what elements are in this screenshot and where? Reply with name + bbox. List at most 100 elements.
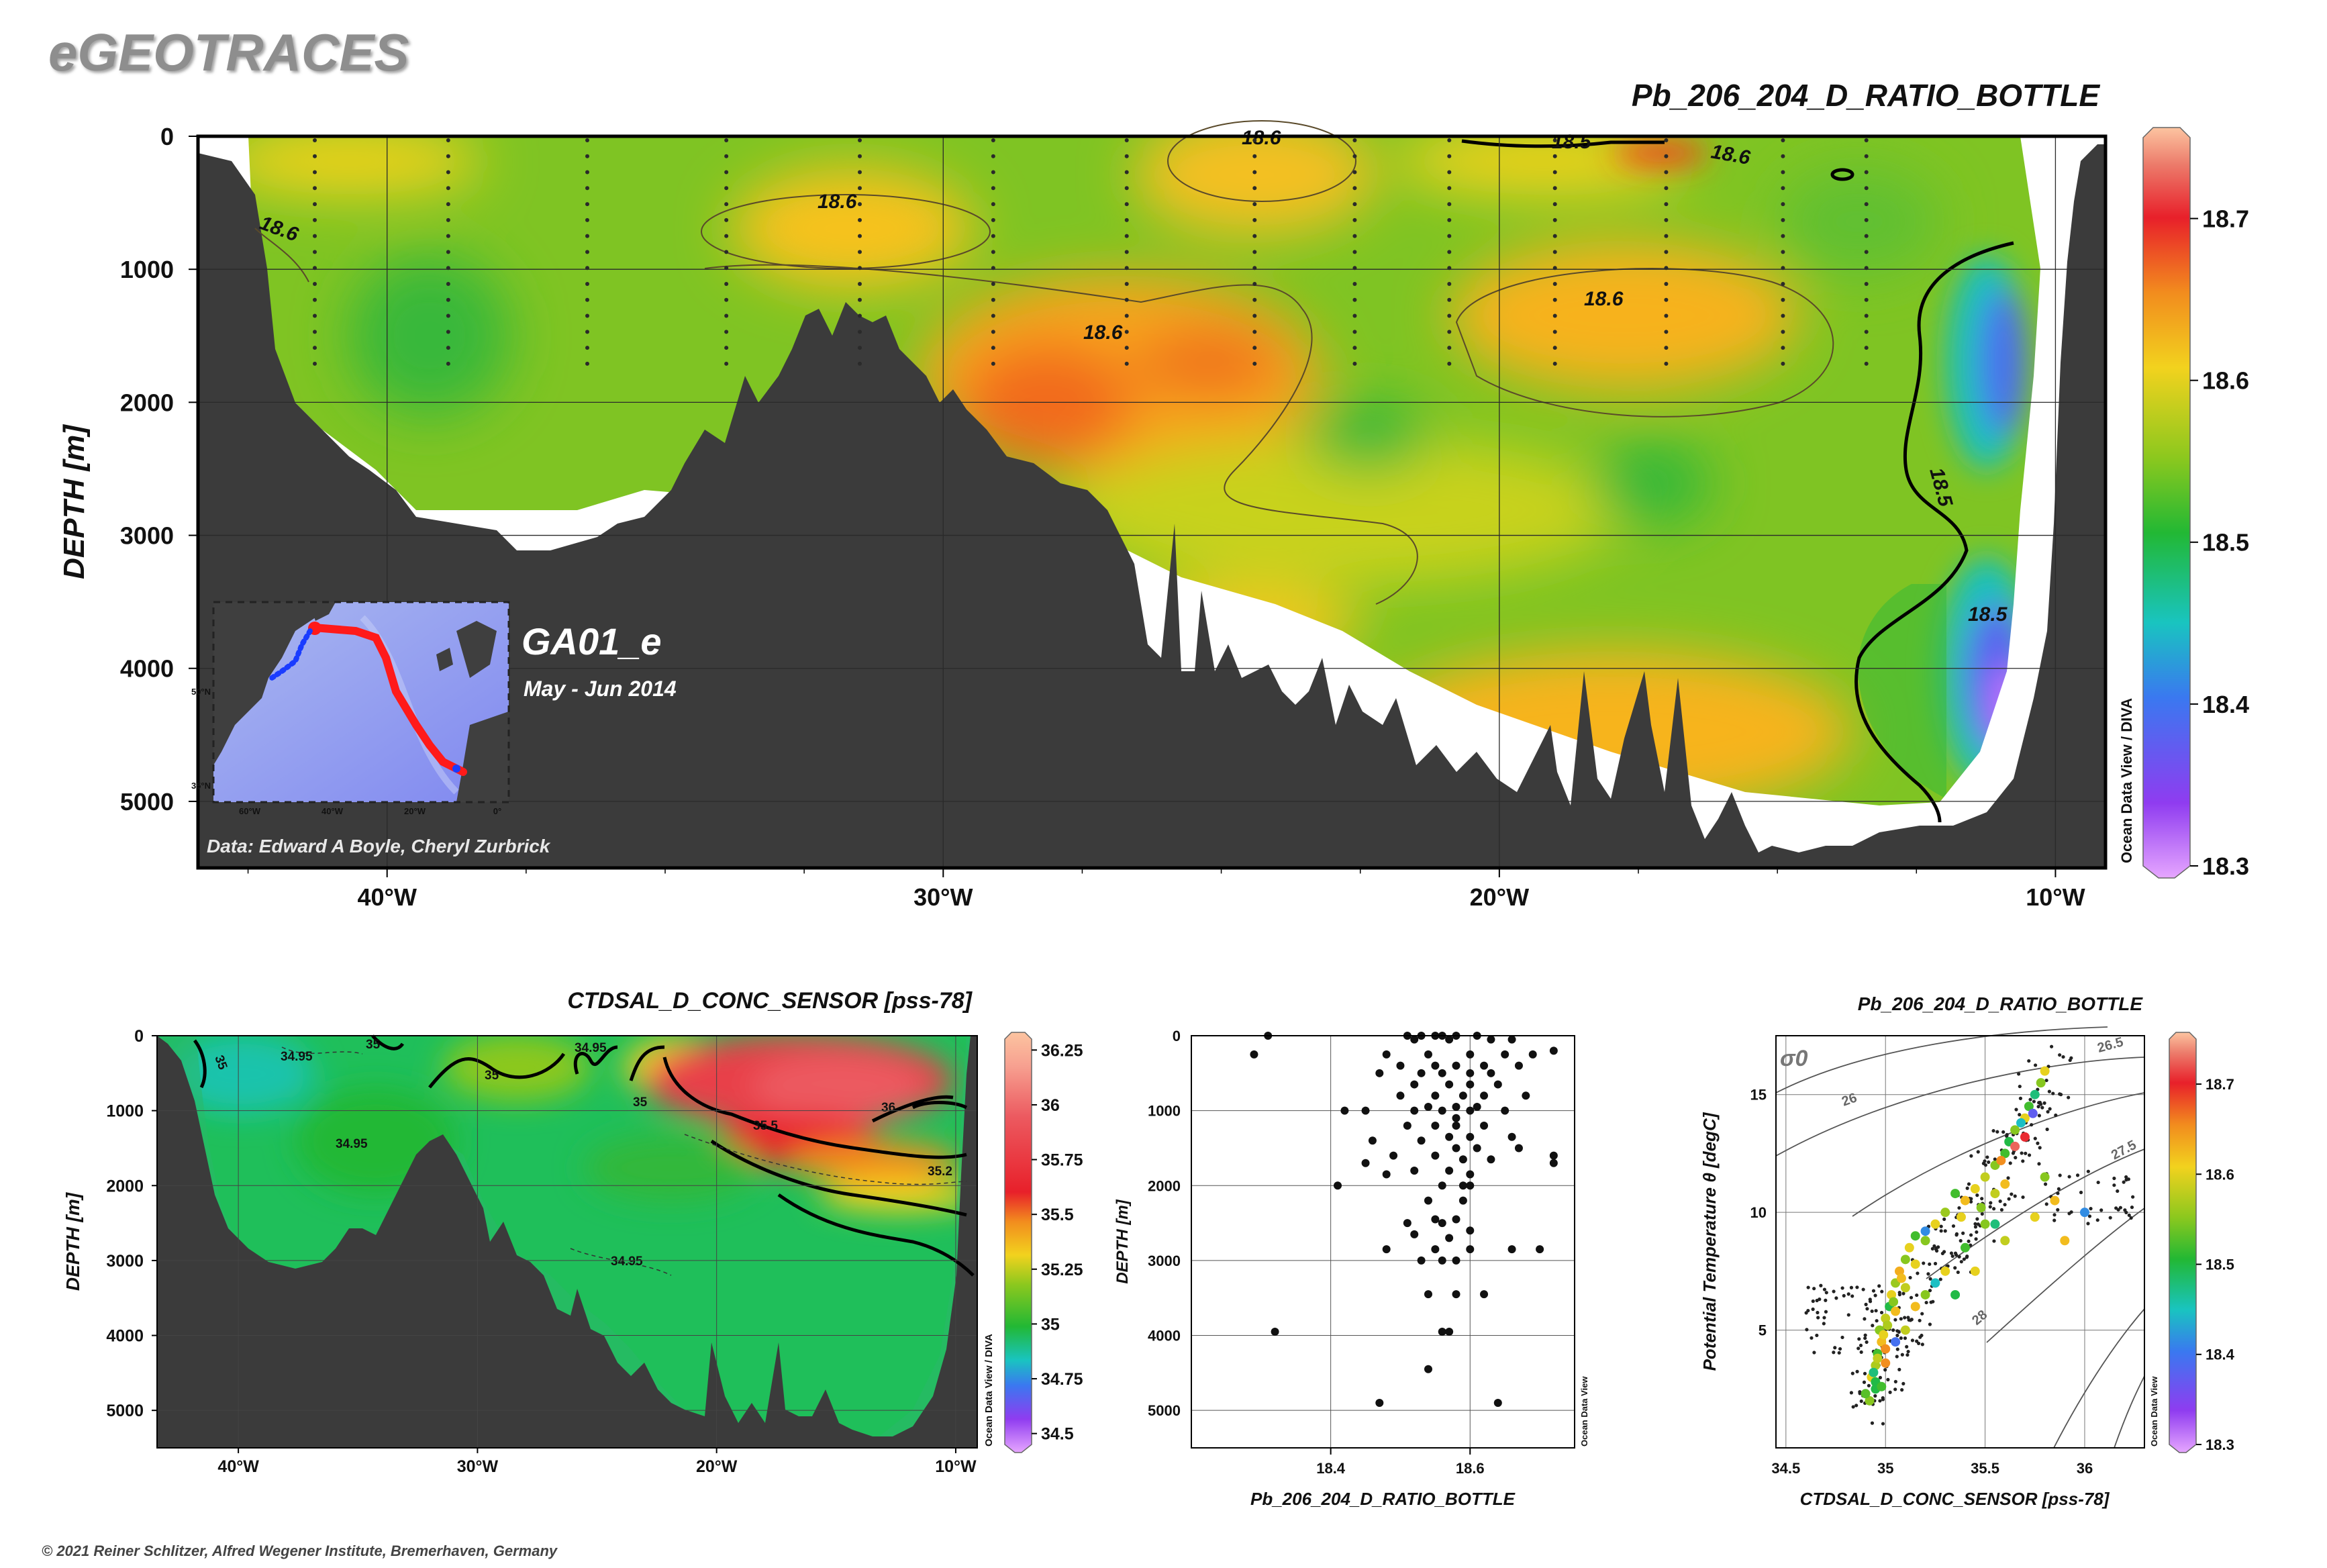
station-sample-dot: [1552, 313, 1557, 318]
station-sample-dot: [1352, 361, 1357, 366]
profile-point: [1452, 1121, 1460, 1130]
ts-background-dot: [1861, 1287, 1865, 1291]
ts-background-dot: [2037, 1101, 2041, 1105]
station-sample-dot: [724, 234, 729, 238]
ts-background-dot: [1832, 1289, 1836, 1293]
station-sample-dot: [1552, 346, 1557, 350]
ts-background-dot: [1838, 1346, 1842, 1351]
x-tick-label: 34.5: [1771, 1460, 1800, 1477]
station-sample-dot: [991, 313, 995, 318]
sal-contour-labels: 34.95 34.95 35 35 35 35.5 36 35.2 34.95 …: [211, 1038, 952, 1269]
ts-background-dot: [1918, 1335, 1922, 1339]
ts-background-dot: [1822, 1287, 1827, 1291]
ts-point: [1881, 1344, 1891, 1354]
ts-background-dot: [1954, 1233, 1959, 1237]
ts-title: Pb_206_204_D_RATIO_BOTTLE: [1858, 993, 2144, 1014]
svg-text:50°N: 50°N: [191, 687, 211, 697]
profile-y-label: DEPTH [m]: [1113, 1199, 1132, 1283]
main-contour-labels: 18.6 18.6 18.6 18.6 18.6 18.5 18.6 18.5 …: [257, 127, 2008, 626]
ts-background-dot: [2006, 1176, 2010, 1180]
ts-background-dot: [1815, 1333, 1819, 1338]
ts-background-dot: [2049, 1044, 2054, 1048]
ts-point: [1980, 1172, 1990, 1182]
y-tick-label: 5000: [120, 788, 174, 816]
ts-background-dot: [2037, 1114, 2041, 1118]
station-sample-dot: [313, 250, 317, 254]
copyright: © 2021 Reiner Schlitzer, Alfred Wegener …: [42, 1542, 558, 1559]
station-sample-dot: [585, 361, 589, 366]
ts-background-dot: [1895, 1347, 1899, 1351]
station-sample-dot: [1664, 186, 1669, 191]
ts-background-dot: [1850, 1294, 1854, 1298]
profile-point: [1507, 1132, 1516, 1141]
station-sample-dot: [1252, 170, 1257, 175]
ts-background-dot: [1899, 1336, 1903, 1340]
ts-point: [1900, 1325, 1910, 1335]
profile-point: [1410, 1230, 1419, 1238]
station-sample-dot: [585, 313, 589, 318]
ts-point: [1930, 1219, 1940, 1229]
ts-background-dot: [2037, 1162, 2041, 1166]
ts-background-dot: [1906, 1349, 1910, 1354]
ts-point: [1970, 1184, 1980, 1194]
station-sample-dot: [724, 281, 729, 286]
ts-background-dot: [1846, 1292, 1850, 1296]
ts-point: [1960, 1242, 1970, 1253]
ts-background-dot: [2036, 1141, 2040, 1145]
profile-point: [1368, 1136, 1377, 1145]
profile-point: [1452, 1290, 1460, 1299]
ts-background-dot: [1969, 1199, 1973, 1204]
ts-background-dot: [2108, 1216, 2112, 1220]
station-sample-dot: [446, 170, 450, 175]
svg-text:60°W: 60°W: [239, 806, 261, 816]
x-tick-label: 18.6: [1456, 1460, 1485, 1477]
ts-background-dot: [2043, 1182, 2048, 1186]
station-sample-dot: [724, 330, 729, 334]
ts-background-dot: [2008, 1161, 2012, 1165]
ts-background-dot: [1871, 1324, 1875, 1328]
ts-point: [1881, 1314, 1891, 1324]
svg-text:35.2: 35.2: [928, 1165, 952, 1179]
svg-text:35: 35: [633, 1095, 648, 1110]
colorbar-tick-label: 18.3: [2206, 1436, 2234, 1453]
station-sample-dot: [313, 297, 317, 302]
ts-background-dot: [1920, 1342, 1924, 1346]
profile-point: [1410, 1080, 1419, 1089]
ts-background-dot: [2030, 1123, 2034, 1127]
station-sample-dot: [1447, 281, 1452, 286]
ts-background-dot: [1878, 1375, 1883, 1379]
ts-background-dot: [1811, 1307, 1815, 1312]
ts-section: Pb_206_204_D_RATIO_BOTTLE 26 26.5 27.5 2…: [1699, 993, 2235, 1509]
ts-background-dot: [2052, 1213, 2057, 1217]
main-odv-credit: Ocean Data View / DIVA: [2118, 698, 2135, 863]
profile-point: [1487, 1035, 1495, 1044]
profile-point: [1334, 1181, 1342, 1190]
ts-background-dot: [1865, 1340, 1869, 1344]
svg-text:0°: 0°: [493, 806, 501, 816]
ts-background-dot: [2028, 1097, 2032, 1101]
station-sample-dot: [1252, 250, 1257, 254]
ts-background-dot: [2126, 1177, 2130, 1181]
station-sample-dot: [313, 186, 317, 191]
station-sample-dot: [1552, 170, 1557, 175]
y-tick-label: 1000: [1148, 1103, 1181, 1120]
ts-x-axis: 34.5 35 35.5 36: [1771, 1460, 2093, 1477]
station-sample-dot: [1864, 234, 1869, 238]
ts-background-dot: [2056, 1208, 2060, 1212]
svg-text:35: 35: [366, 1038, 381, 1052]
ts-background-dot: [1910, 1318, 1914, 1322]
station-sample-dot: [1781, 186, 1785, 191]
ts-background-dot: [1810, 1336, 1814, 1340]
station-sample-dot: [1352, 313, 1357, 318]
main-y-axis: 0 1000 2000 3000 4000 5000: [120, 123, 198, 816]
profile-point: [1466, 1132, 1475, 1141]
profile-odv-credit: Ocean Data View: [1579, 1376, 1589, 1447]
station-sample-dot: [858, 170, 862, 175]
profile-point: [1410, 1166, 1419, 1175]
profile-point: [1466, 1050, 1475, 1059]
ts-background-dot: [2018, 1084, 2022, 1089]
y-tick-label: 2000: [106, 1177, 144, 1195]
ts-background-dot: [1824, 1310, 1828, 1314]
station-sample-dot: [1864, 202, 1869, 207]
profile-point: [1438, 1219, 1446, 1228]
